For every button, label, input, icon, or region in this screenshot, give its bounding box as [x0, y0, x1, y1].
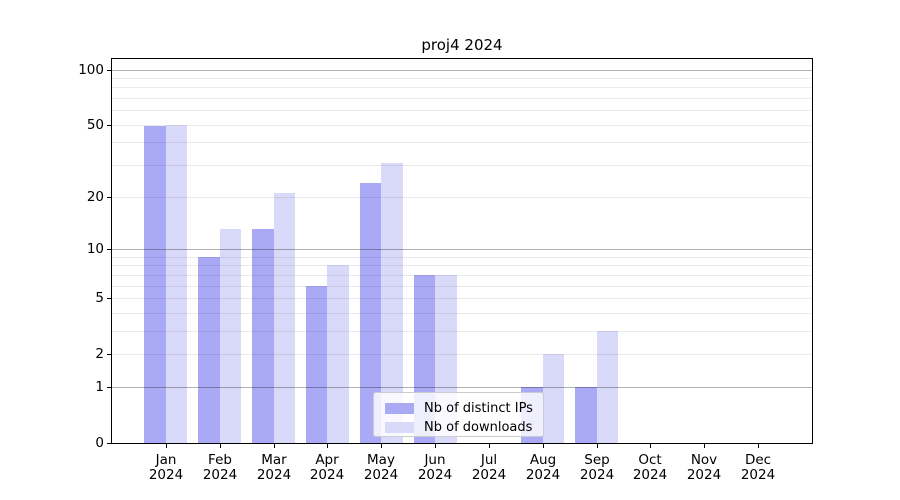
y-tick-mark-100	[107, 70, 112, 71]
legend: Nb of distinct IPs Nb of downloads	[373, 392, 544, 437]
x-tick-mark-feb-2024	[220, 443, 221, 448]
legend-label-downloads: Nb of downloads	[424, 419, 533, 435]
bar-nb-of-downloads-mar-2024	[273, 192, 296, 443]
legend-label-distinct-ips: Nb of distinct IPs	[424, 400, 533, 416]
x-tick-label-aug-2024: Aug 2024	[525, 452, 561, 483]
y-tick-label-20: 20	[86, 189, 104, 205]
x-tick-mark-apr-2024	[327, 443, 328, 448]
bar-nb-of-distinct-ips-sep-2024	[575, 386, 597, 443]
x-tick-label-jul-2024: Jul 2024	[471, 452, 507, 483]
legend-swatch-distinct-ips	[385, 403, 414, 414]
y-tick-label-10: 10	[86, 241, 104, 257]
x-tick-label-sep-2024: Sep 2024	[579, 452, 615, 483]
x-tick-mark-jun-2024	[435, 443, 436, 448]
x-tick-label-apr-2024: Apr 2024	[309, 452, 345, 483]
y-tick-label-1: 1	[95, 379, 104, 395]
x-tick-label-mar-2024: Mar 2024	[256, 452, 292, 483]
y-tick-label-2: 2	[95, 346, 104, 362]
x-tick-label-jun-2024: Jun 2024	[417, 452, 453, 483]
y-tick-mark-10	[107, 249, 112, 250]
bar-nb-of-downloads-aug-2024	[542, 354, 565, 443]
x-tick-mark-oct-2024	[650, 443, 651, 448]
bars-layer	[112, 59, 812, 443]
y-tick-mark-50	[107, 125, 112, 126]
y-tick-label-100: 100	[78, 62, 104, 78]
bar-nb-of-distinct-ips-may-2024	[359, 182, 382, 443]
x-tick-label-oct-2024: Oct 2024	[632, 452, 668, 483]
x-tick-label-nov-2024: Nov 2024	[686, 452, 722, 483]
x-tick-label-may-2024: May 2024	[363, 452, 399, 483]
x-tick-mark-jan-2024	[166, 443, 167, 448]
bar-nb-of-distinct-ips-apr-2024	[305, 285, 328, 443]
y-tick-mark-5	[107, 298, 112, 299]
x-tick-mark-sep-2024	[597, 443, 598, 448]
x-tick-mark-nov-2024	[704, 443, 705, 448]
y-tick-mark-1	[107, 387, 112, 388]
x-tick-label-dec-2024: Dec 2024	[740, 452, 776, 483]
legend-item-distinct-ips: Nb of distinct IPs	[385, 399, 535, 418]
y-tick-label-50: 50	[86, 117, 104, 133]
legend-item-downloads: Nb of downloads	[385, 418, 535, 437]
y-tick-label-0: 0	[95, 435, 104, 451]
x-tick-mark-aug-2024	[543, 443, 544, 448]
y-tick-mark-20	[107, 197, 112, 198]
chart-title: proj4 2024	[421, 36, 503, 54]
bar-nb-of-downloads-apr-2024	[327, 265, 349, 443]
x-tick-mark-dec-2024	[758, 443, 759, 448]
bar-nb-of-distinct-ips-mar-2024	[252, 229, 274, 443]
bar-nb-of-downloads-feb-2024	[219, 229, 242, 443]
bar-nb-of-distinct-ips-feb-2024	[198, 256, 220, 443]
legend-swatch-downloads	[385, 422, 414, 433]
y-tick-label-5: 5	[95, 290, 104, 306]
y-tick-mark-2	[107, 354, 112, 355]
x-tick-label-feb-2024: Feb 2024	[202, 452, 238, 483]
bar-nb-of-distinct-ips-jan-2024	[144, 126, 166, 443]
plot-area	[111, 58, 813, 444]
x-tick-label-jan-2024: Jan 2024	[148, 452, 184, 483]
x-tick-mark-mar-2024	[274, 443, 275, 448]
bar-nb-of-downloads-may-2024	[381, 162, 403, 443]
bar-nb-of-downloads-sep-2024	[596, 330, 619, 443]
x-tick-mark-may-2024	[381, 443, 382, 448]
bar-nb-of-downloads-jan-2024	[165, 124, 188, 443]
y-tick-mark-0	[107, 443, 112, 444]
x-tick-mark-jul-2024	[489, 443, 490, 448]
